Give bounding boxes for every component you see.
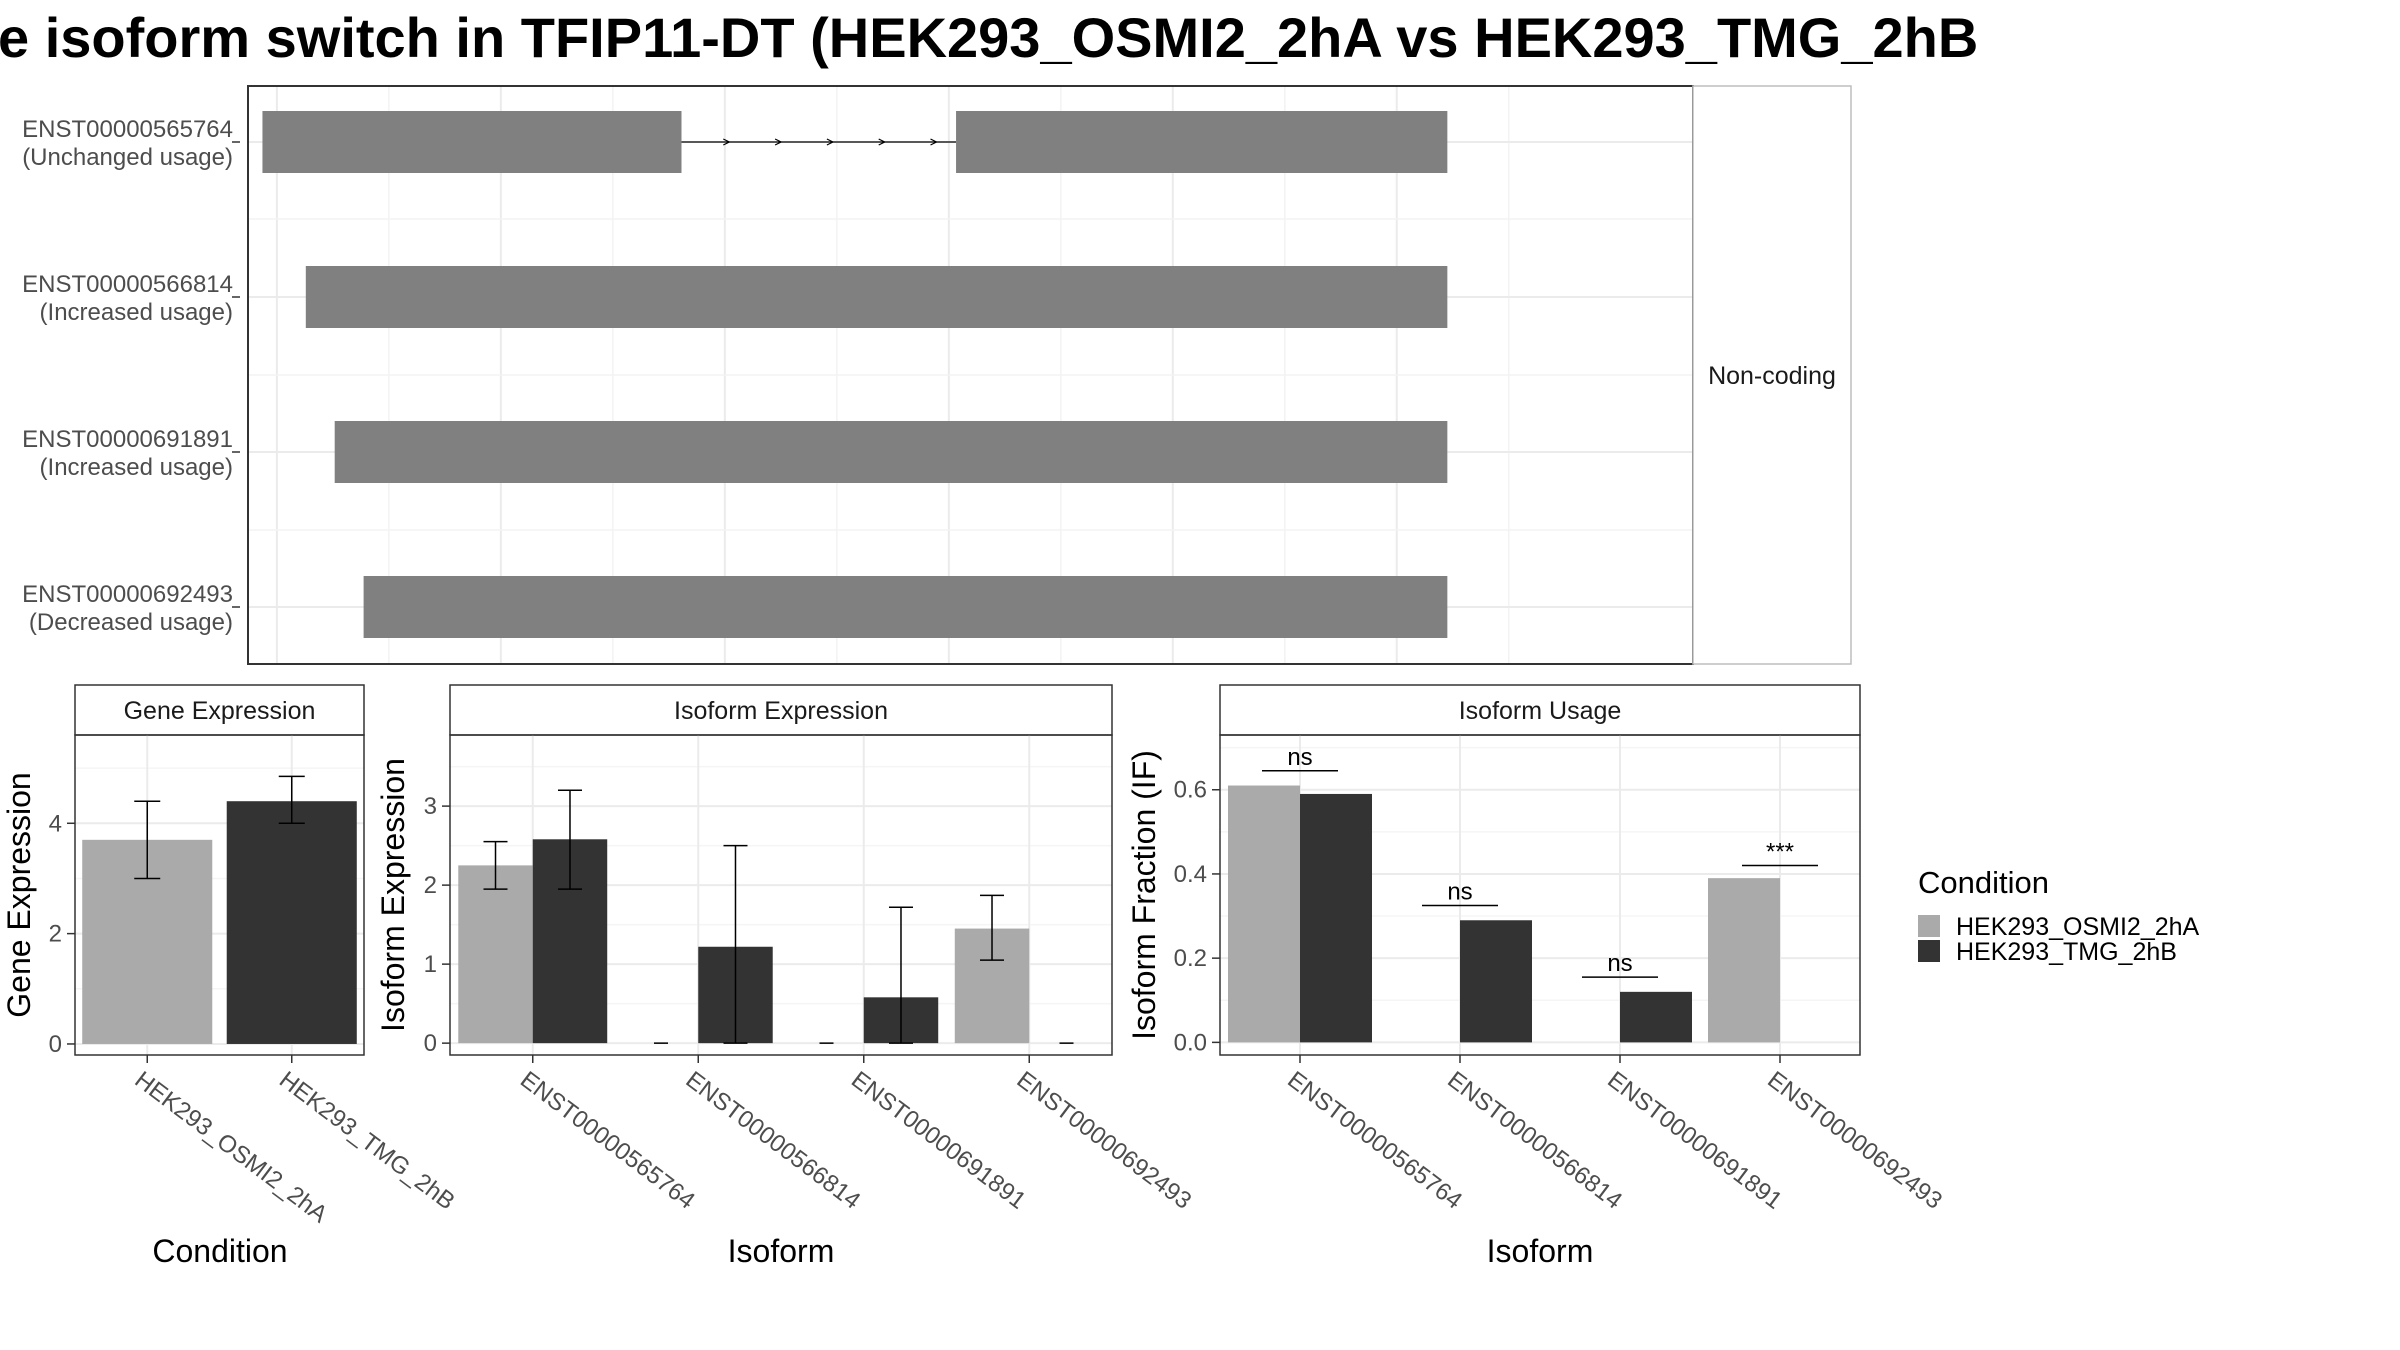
legend-label-b: HEK293_TMG_2hB [1956, 938, 2177, 966]
legend-swatch-a [1918, 915, 1940, 937]
y-tick-label: 2 [424, 872, 437, 899]
y-tick-label: 4 [49, 810, 62, 837]
x-tick-label: ENST00000692493 [1012, 1066, 1197, 1214]
bar-panel: Isoform Usage ns ns ns *** 0.0 0.2 0.4 0.6 ENST00… [1126, 684, 1947, 1269]
transcript-id-label: ENST00000691891 [22, 426, 233, 453]
transcript-usage-label: (Increased usage) [40, 299, 233, 326]
bar [226, 801, 357, 1044]
significance-label: *** [1766, 839, 1794, 866]
exon-block [334, 421, 1448, 483]
x-tick-label: ENST00000565764 [515, 1066, 700, 1214]
error-bar [557, 789, 582, 890]
bar [1300, 793, 1372, 1043]
y-tick-label: 0.4 [1174, 861, 1207, 888]
transcript-id-label: ENST00000565764 [22, 116, 233, 143]
error-bar [134, 800, 161, 880]
figure-title: e isoform switch in TFIP11-DT (HEK293_OS… [0, 6, 1978, 69]
bar [1708, 878, 1780, 1043]
x-tick-label: ENST00000691891 [846, 1066, 1031, 1214]
y-axis-title: Isoform Fraction (IF) [1126, 750, 1162, 1040]
transcript-usage-label: (Decreased usage) [29, 609, 233, 636]
x-axis-title: Isoform [1487, 1233, 1594, 1269]
panel-strip-label: Isoform Usage [1459, 697, 1622, 725]
y-tick-label: 0.2 [1174, 945, 1207, 972]
error-bar [483, 840, 508, 890]
y-axis-title: Isoform Expression [375, 758, 411, 1032]
bar [1620, 991, 1692, 1043]
bar [1460, 920, 1532, 1043]
error-bar [278, 775, 305, 825]
significance-label: ns [1447, 879, 1472, 906]
panel-strip-label: Gene Expression [124, 697, 316, 725]
intron-arrow [826, 138, 835, 146]
y-axis-title: Gene Expression [1, 772, 37, 1017]
y-tick-label: 1 [424, 951, 437, 978]
x-tick-label: ENST00000565764 [1282, 1066, 1467, 1214]
bar [1228, 785, 1300, 1043]
panel-border [449, 734, 1113, 1056]
significance-label: ns [1287, 744, 1312, 771]
exon-block [363, 576, 1448, 638]
intron-arrow [878, 138, 887, 146]
panel-strip [74, 684, 365, 736]
transcript-id-label: ENST00000566814 [22, 271, 233, 298]
panel-border [1219, 734, 1861, 1056]
legend-swatch-b [1918, 940, 1940, 962]
legend-title: Condition [1918, 865, 2049, 900]
significance-label: ns [1607, 950, 1632, 977]
bar [458, 865, 533, 1044]
transcript-id-label: ENST00000692493 [22, 581, 233, 608]
transcript-usage-label: (Increased usage) [40, 454, 233, 481]
x-tick-label: ENST00000566814 [1442, 1066, 1627, 1214]
bar-panels: Gene Expression024HEK293_OSMI2_2hAHEK293… [1, 684, 1947, 1269]
facet-strip-label: Non-coding [1708, 362, 1836, 390]
intron-arrow [723, 138, 731, 146]
x-axis-title: Condition [152, 1233, 287, 1269]
intron-arrow [930, 138, 938, 146]
legend: Condition HEK293_OSMI2_2hA HEK293_TMG_2h… [1918, 865, 2200, 966]
exon-block [305, 266, 1448, 328]
transcript-tracks: ENST00000565764(Unchanged usage) ENST0000… [22, 111, 1448, 638]
panel-border [74, 734, 365, 1056]
transcript-usage-label: (Unchanged usage) [22, 144, 233, 171]
intron-arrow [774, 138, 783, 146]
error-bar [723, 844, 748, 1044]
error-bar [980, 894, 1005, 961]
x-axis-title: Isoform [728, 1233, 835, 1269]
panel-strip-label: Isoform Expression [674, 697, 888, 725]
y-tick-label: 0.6 [1174, 777, 1207, 804]
exon-block [956, 111, 1448, 173]
transcript-structure-panel: ENST00000565764(Unchanged usage) ENST0000… [22, 85, 1852, 665]
x-tick-label: ENST00000691891 [1602, 1066, 1787, 1214]
y-tick-label: 0.0 [1174, 1029, 1207, 1056]
x-tick-label: ENST00000566814 [681, 1066, 866, 1214]
legend-label-a: HEK293_OSMI2_2hA [1956, 913, 2200, 941]
exon-block [262, 111, 682, 173]
y-tick-label: 0 [49, 1031, 62, 1058]
x-tick-label: ENST00000692493 [1762, 1066, 1947, 1214]
error-bar [888, 906, 913, 1044]
panel-strip [449, 684, 1113, 736]
y-tick-label: 3 [424, 793, 437, 820]
y-tick-label: 2 [49, 921, 62, 948]
facet-strip [1692, 85, 1852, 665]
bar-panel: Isoform Expression0123ENST00000565764ENS… [375, 684, 1197, 1269]
y-tick-label: 0 [424, 1030, 437, 1057]
